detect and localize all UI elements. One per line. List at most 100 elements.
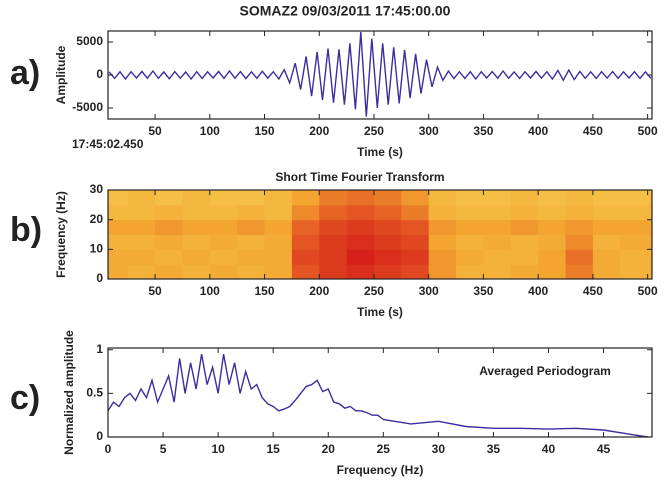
data-line — [108, 32, 652, 117]
data-line — [107, 353, 648, 438]
heatmap-cell — [401, 204, 430, 221]
heatmap-cell — [155, 204, 183, 221]
heatmap-cell — [291, 264, 320, 279]
x-tick-label: 25 — [377, 442, 391, 456]
x-tick-label: 100 — [200, 284, 220, 298]
heatmap-cell — [620, 190, 649, 206]
y-axis-title: Frequency (Hz) — [54, 191, 68, 278]
heatmap-cell — [155, 219, 183, 235]
heatmap-cell — [237, 234, 266, 250]
heatmap-cell — [565, 264, 594, 279]
x-tick-label: 0 — [105, 442, 112, 456]
heatmap-cell — [538, 249, 567, 265]
heatmap-cell — [483, 190, 512, 206]
heatmap-cell — [592, 234, 621, 250]
y-axis-title: Normalized amplitude — [62, 330, 76, 455]
panel: 50 100 150 200 250 300 350 400 450 500 -5000 0 5000 S… — [10, 3, 658, 159]
plot-frame — [107, 189, 653, 280]
heatmap-cell — [401, 249, 430, 265]
heatmap-cell — [127, 264, 156, 279]
heatmap-cell — [401, 234, 430, 250]
x-tick-label: 300 — [419, 284, 439, 298]
x-tick-label: 350 — [473, 284, 493, 298]
heatmap-cell — [592, 204, 621, 221]
y-tick-label: 0.5 — [86, 386, 103, 400]
x-tick-label: 50 — [148, 284, 162, 298]
heatmap-cell — [155, 234, 183, 250]
heatmap-cell — [510, 249, 539, 265]
heatmap-cell — [108, 204, 129, 221]
x-tick-label: 50 — [148, 124, 162, 138]
heatmap-cell — [155, 249, 183, 265]
x-tick-label: 100 — [200, 124, 220, 138]
heatmap-cell — [127, 249, 156, 265]
heatmap-cell — [182, 249, 211, 265]
x-axis-title: Frequency (Hz) — [337, 463, 424, 477]
x-tick-label: 450 — [583, 284, 603, 298]
y-tick-label: -5000 — [72, 100, 103, 114]
x-tick-label: 10 — [211, 442, 225, 456]
heatmap-cell — [209, 190, 238, 206]
heatmap-cell — [108, 234, 129, 250]
x-axis-title: Time (s) — [357, 305, 403, 319]
heatmap-cell — [373, 204, 402, 221]
heatmap — [108, 190, 652, 279]
heatmap-cell — [373, 264, 402, 279]
heatmap-cell — [373, 219, 402, 235]
heatmap-cell — [108, 190, 129, 206]
heatmap-cell — [319, 204, 348, 221]
heatmap-cell — [346, 234, 375, 250]
heatmap-cell — [291, 190, 320, 206]
heatmap-cell — [647, 190, 652, 206]
panel-label: c) — [10, 379, 40, 417]
y-tick-label: 0 — [96, 429, 103, 443]
heatmap-cell — [319, 264, 348, 279]
x-tick-label: 150 — [255, 124, 275, 138]
y-tick-label: 20 — [90, 212, 104, 226]
heatmap-cell — [565, 234, 594, 250]
panel-label: a) — [10, 54, 40, 92]
heatmap-cell — [291, 249, 320, 265]
x-tick-label: 200 — [309, 284, 329, 298]
annotation: 17:45:02.450 — [72, 137, 144, 151]
heatmap-cell — [565, 219, 594, 235]
heatmap-cell — [428, 264, 457, 279]
x-tick-label: 500 — [638, 284, 658, 298]
heatmap-cell — [209, 249, 238, 265]
y-axis-title: Amplitude — [54, 45, 68, 104]
x-tick-label: 20 — [322, 442, 336, 456]
heatmap-cell — [346, 249, 375, 265]
x-tick-label: 450 — [583, 124, 603, 138]
heatmap-cell — [127, 219, 156, 235]
x-tick-label: 35 — [487, 442, 501, 456]
heatmap-cell — [319, 219, 348, 235]
heatmap-cell — [428, 219, 457, 235]
heatmap-cell — [456, 234, 484, 250]
x-tick-label: 200 — [309, 124, 329, 138]
heatmap-cell — [155, 190, 183, 206]
heatmap-cell — [565, 204, 594, 221]
heatmap-cell — [319, 234, 348, 250]
heatmap-cell — [346, 264, 375, 279]
heatmap-cell — [182, 204, 211, 221]
heatmap-cell — [538, 190, 567, 206]
heatmap-cell — [510, 234, 539, 250]
heatmap-cell — [538, 219, 567, 235]
heatmap-cell — [182, 219, 211, 235]
heatmap-cell — [155, 264, 183, 279]
x-tick-label: 400 — [528, 124, 548, 138]
annotation: Averaged Periodogram — [479, 364, 611, 378]
x-tick-label: 250 — [364, 284, 384, 298]
panel: 0 5 10 15 20 25 30 35 40 45 0 0.5 1 Frequency (Hz) Nor… — [10, 330, 653, 477]
chart-title: SOMAZ2 09/03/2011 17:45:00.00 — [240, 3, 451, 19]
chart-title: Short Time Fourier Transform — [275, 170, 444, 184]
heatmap-cell — [373, 234, 402, 250]
heatmap-cell — [182, 264, 211, 279]
heatmap-cell — [237, 204, 266, 221]
heatmap-cell — [620, 219, 649, 235]
heatmap-cell — [456, 204, 484, 221]
heatmap-cell — [319, 249, 348, 265]
heatmap-cell — [456, 249, 484, 265]
heatmap-cell — [237, 190, 266, 206]
